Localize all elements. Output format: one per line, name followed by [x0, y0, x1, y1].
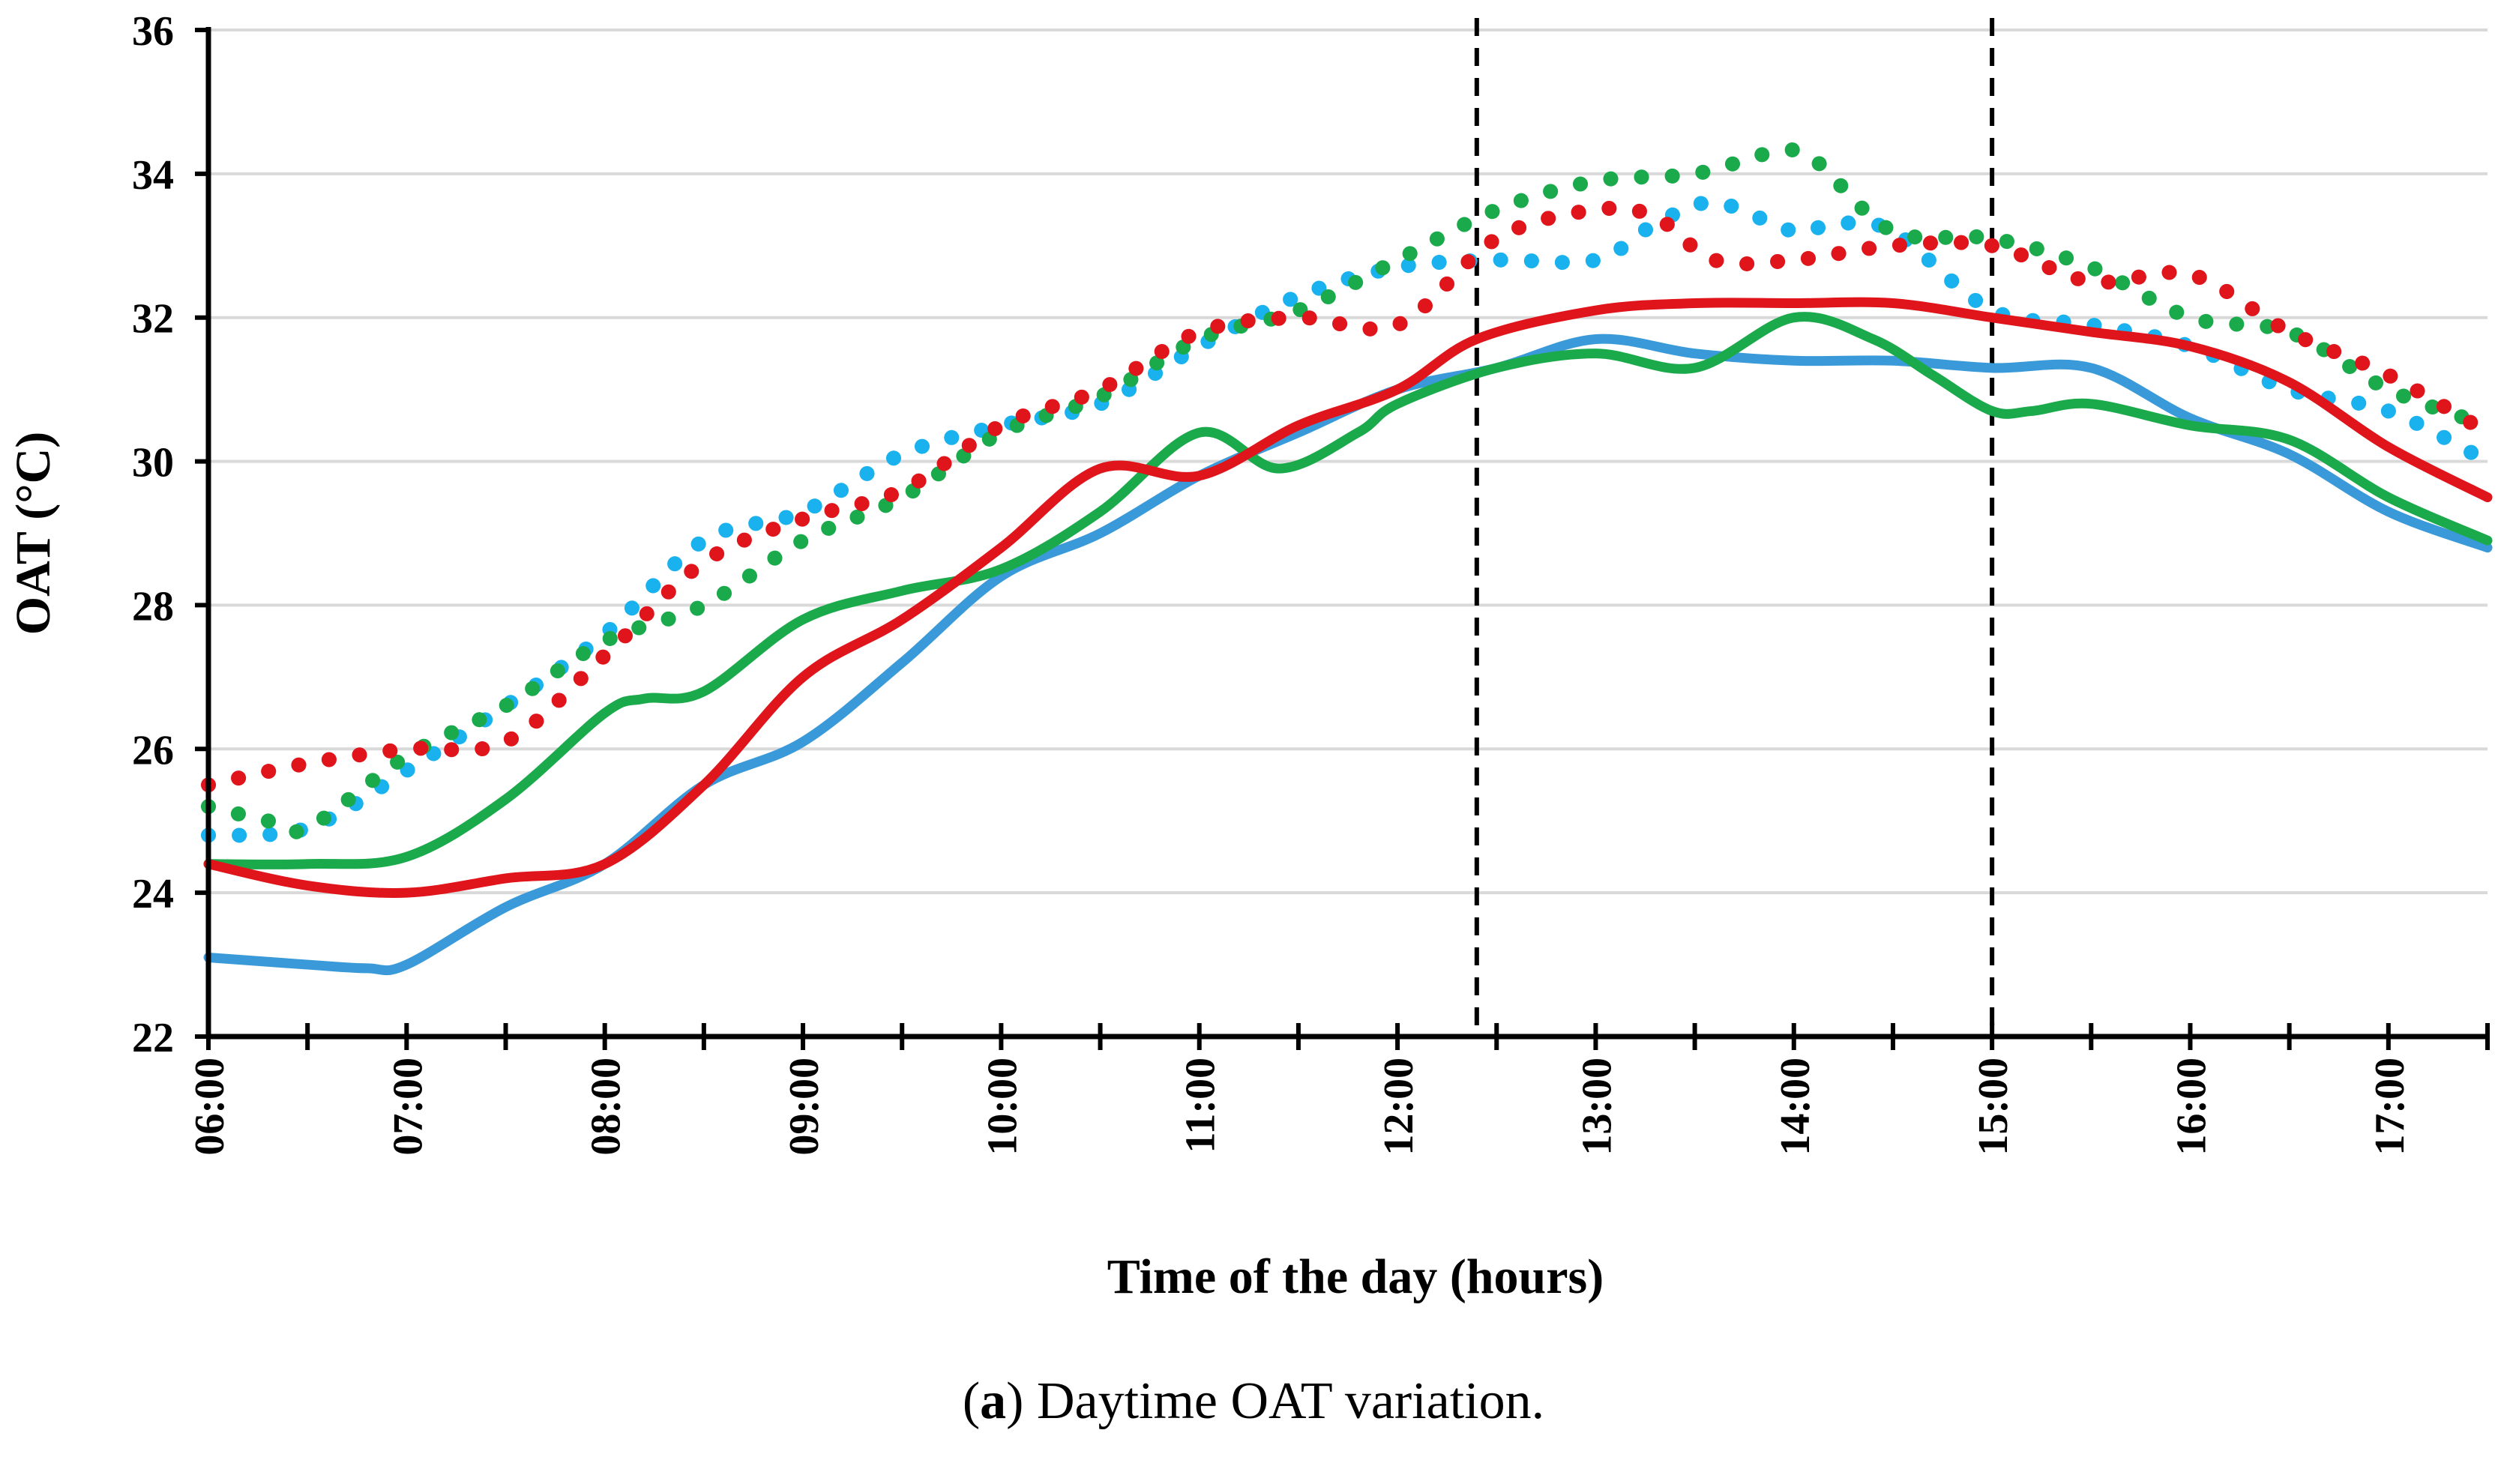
caption-text: Daytime OAT variation.: [1036, 1372, 1545, 1430]
x-tick-label-06:00: 06:00: [187, 1058, 233, 1156]
reference-lines: [1474, 18, 1995, 1037]
y-tick-label-28: 28: [132, 583, 174, 630]
x-tick-label-09:00: 09:00: [781, 1058, 828, 1156]
x-tick-label-08:00: 08:00: [583, 1058, 630, 1156]
x-tick-label-17:00: 17:00: [2367, 1058, 2413, 1156]
series-line-blue-solid: [203, 334, 2493, 976]
y-tick-label-24: 24: [132, 871, 174, 917]
x-tick-label-10:00: 10:00: [979, 1058, 1026, 1156]
series-group: [201, 142, 2495, 976]
y-tick-label-30: 30: [132, 440, 174, 486]
x-tick-label-16:00: 16:00: [2168, 1058, 2215, 1156]
gridlines: [208, 28, 2488, 895]
x-tick-label-11:00: 11:00: [1178, 1058, 1224, 1153]
x-tick-label-13:00: 13:00: [1574, 1058, 1620, 1156]
y-tick-label-26: 26: [132, 727, 174, 773]
series-line-green-dotted: [201, 142, 2495, 839]
x-tick-label-12:00: 12:00: [1376, 1058, 1422, 1156]
series-line-red-solid: [203, 297, 2493, 898]
x-tick-label-14:00: 14:00: [1772, 1058, 1819, 1156]
x-tick-label-15:00: 15:00: [1970, 1058, 2017, 1156]
x-tick-label-07:00: 07:00: [385, 1058, 431, 1156]
series-line-green-solid: [203, 312, 2493, 869]
x-tick-labels: 06:00 07:00 08:00 09:00 10:00 11:00 12:00 13:00…: [187, 1058, 2413, 1156]
y-tick-label-34: 34: [132, 152, 174, 199]
y-tick-labels: 22 24 26 28 30 32 34 36: [132, 8, 174, 1061]
y-tick-label-22: 22: [132, 1015, 174, 1061]
series-line-red-dotted: [201, 200, 2495, 793]
figure-caption: (a) Daytime OAT variation.: [962, 1372, 1545, 1430]
x-axis-title: Time of the day (hours): [1107, 1249, 1604, 1304]
y-axis-title: OAT (°C): [6, 432, 61, 635]
caption-label: a: [980, 1372, 1007, 1430]
axes: [195, 27, 2490, 1050]
y-tick-label-36: 36: [132, 8, 174, 55]
y-tick-label-32: 32: [132, 296, 174, 343]
